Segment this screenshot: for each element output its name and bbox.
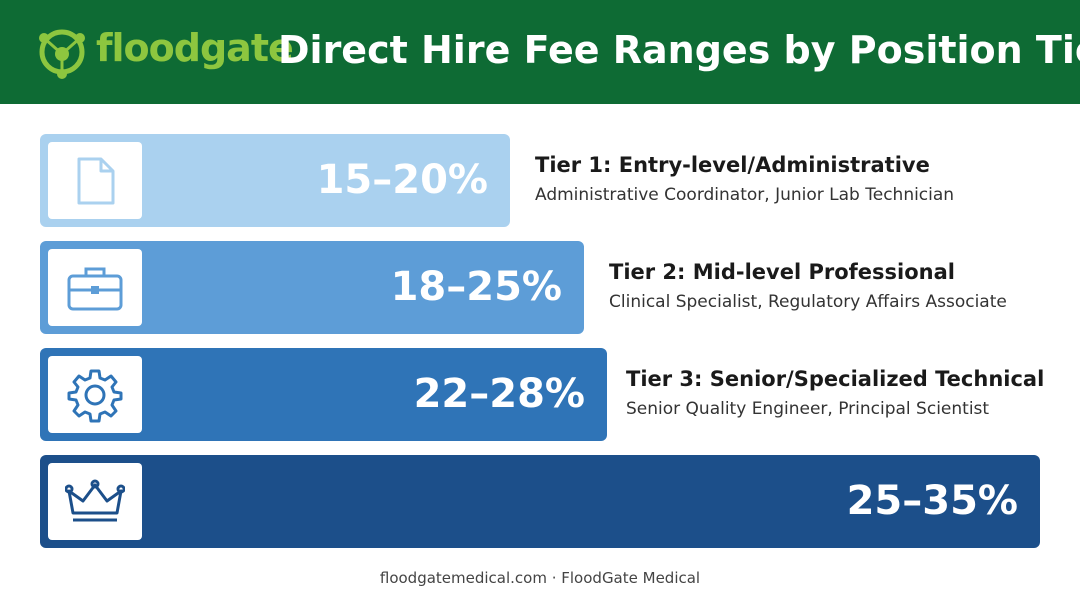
tier-bar: 18–25% (40, 241, 584, 334)
tier-title: Tier 2: Mid-level Professional (609, 260, 955, 284)
tier-title: Tier 1: Entry-level/Administrative (535, 153, 930, 177)
fee-range: 25–35% (846, 478, 1018, 524)
header: floodgate Direct Hire Fee Ranges by Posi… (0, 0, 1080, 104)
tier-text: Tier 3: Senior/Specialized Technical Sen… (626, 367, 1044, 419)
footer: floodgatemedical.com · FloodGate Medical (379, 569, 701, 587)
briefcase-icon (48, 249, 142, 326)
document-icon (48, 142, 142, 219)
logo-icon (39, 29, 85, 79)
tier-examples: Clinical Specialist, Regulatory Affairs … (609, 292, 1007, 312)
title: Direct Hire Fee Ranges by Position Tier (278, 28, 1080, 72)
tier-text: Tier 2: Mid-level Professional Clinical … (609, 260, 1007, 312)
brand: floodgate (96, 26, 294, 70)
fee-range: 18–25% (390, 264, 562, 310)
crown-icon (48, 463, 142, 540)
tier-examples: Senior Quality Engineer, Principal Scien… (626, 399, 990, 419)
tier-bar: 15–20% (40, 134, 510, 227)
gear-icon (48, 356, 142, 433)
tier-text: Tier 1: Entry-level/Administrative Admin… (535, 153, 954, 205)
tier-bar: 25–35% (40, 455, 1040, 548)
tier-bar: 22–28% (40, 348, 607, 441)
tier-title: Tier 3: Senior/Specialized Technical (626, 367, 1045, 391)
fee-range: 15–20% (316, 157, 488, 203)
fee-range: 22–28% (413, 371, 585, 417)
tier-examples: Administrative Coordinator, Junior Lab T… (535, 185, 955, 205)
